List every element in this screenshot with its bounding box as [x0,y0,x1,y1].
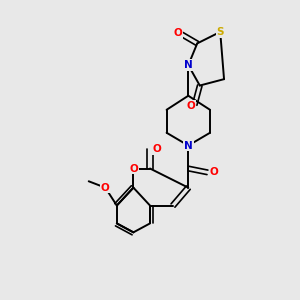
Text: O: O [174,28,182,38]
Text: O: O [187,101,195,111]
Text: O: O [129,164,138,173]
Text: O: O [152,144,161,154]
Text: O: O [209,167,218,177]
Text: O: O [101,183,110,193]
Text: S: S [217,27,224,37]
Text: N: N [184,60,193,70]
Text: N: N [184,140,193,151]
